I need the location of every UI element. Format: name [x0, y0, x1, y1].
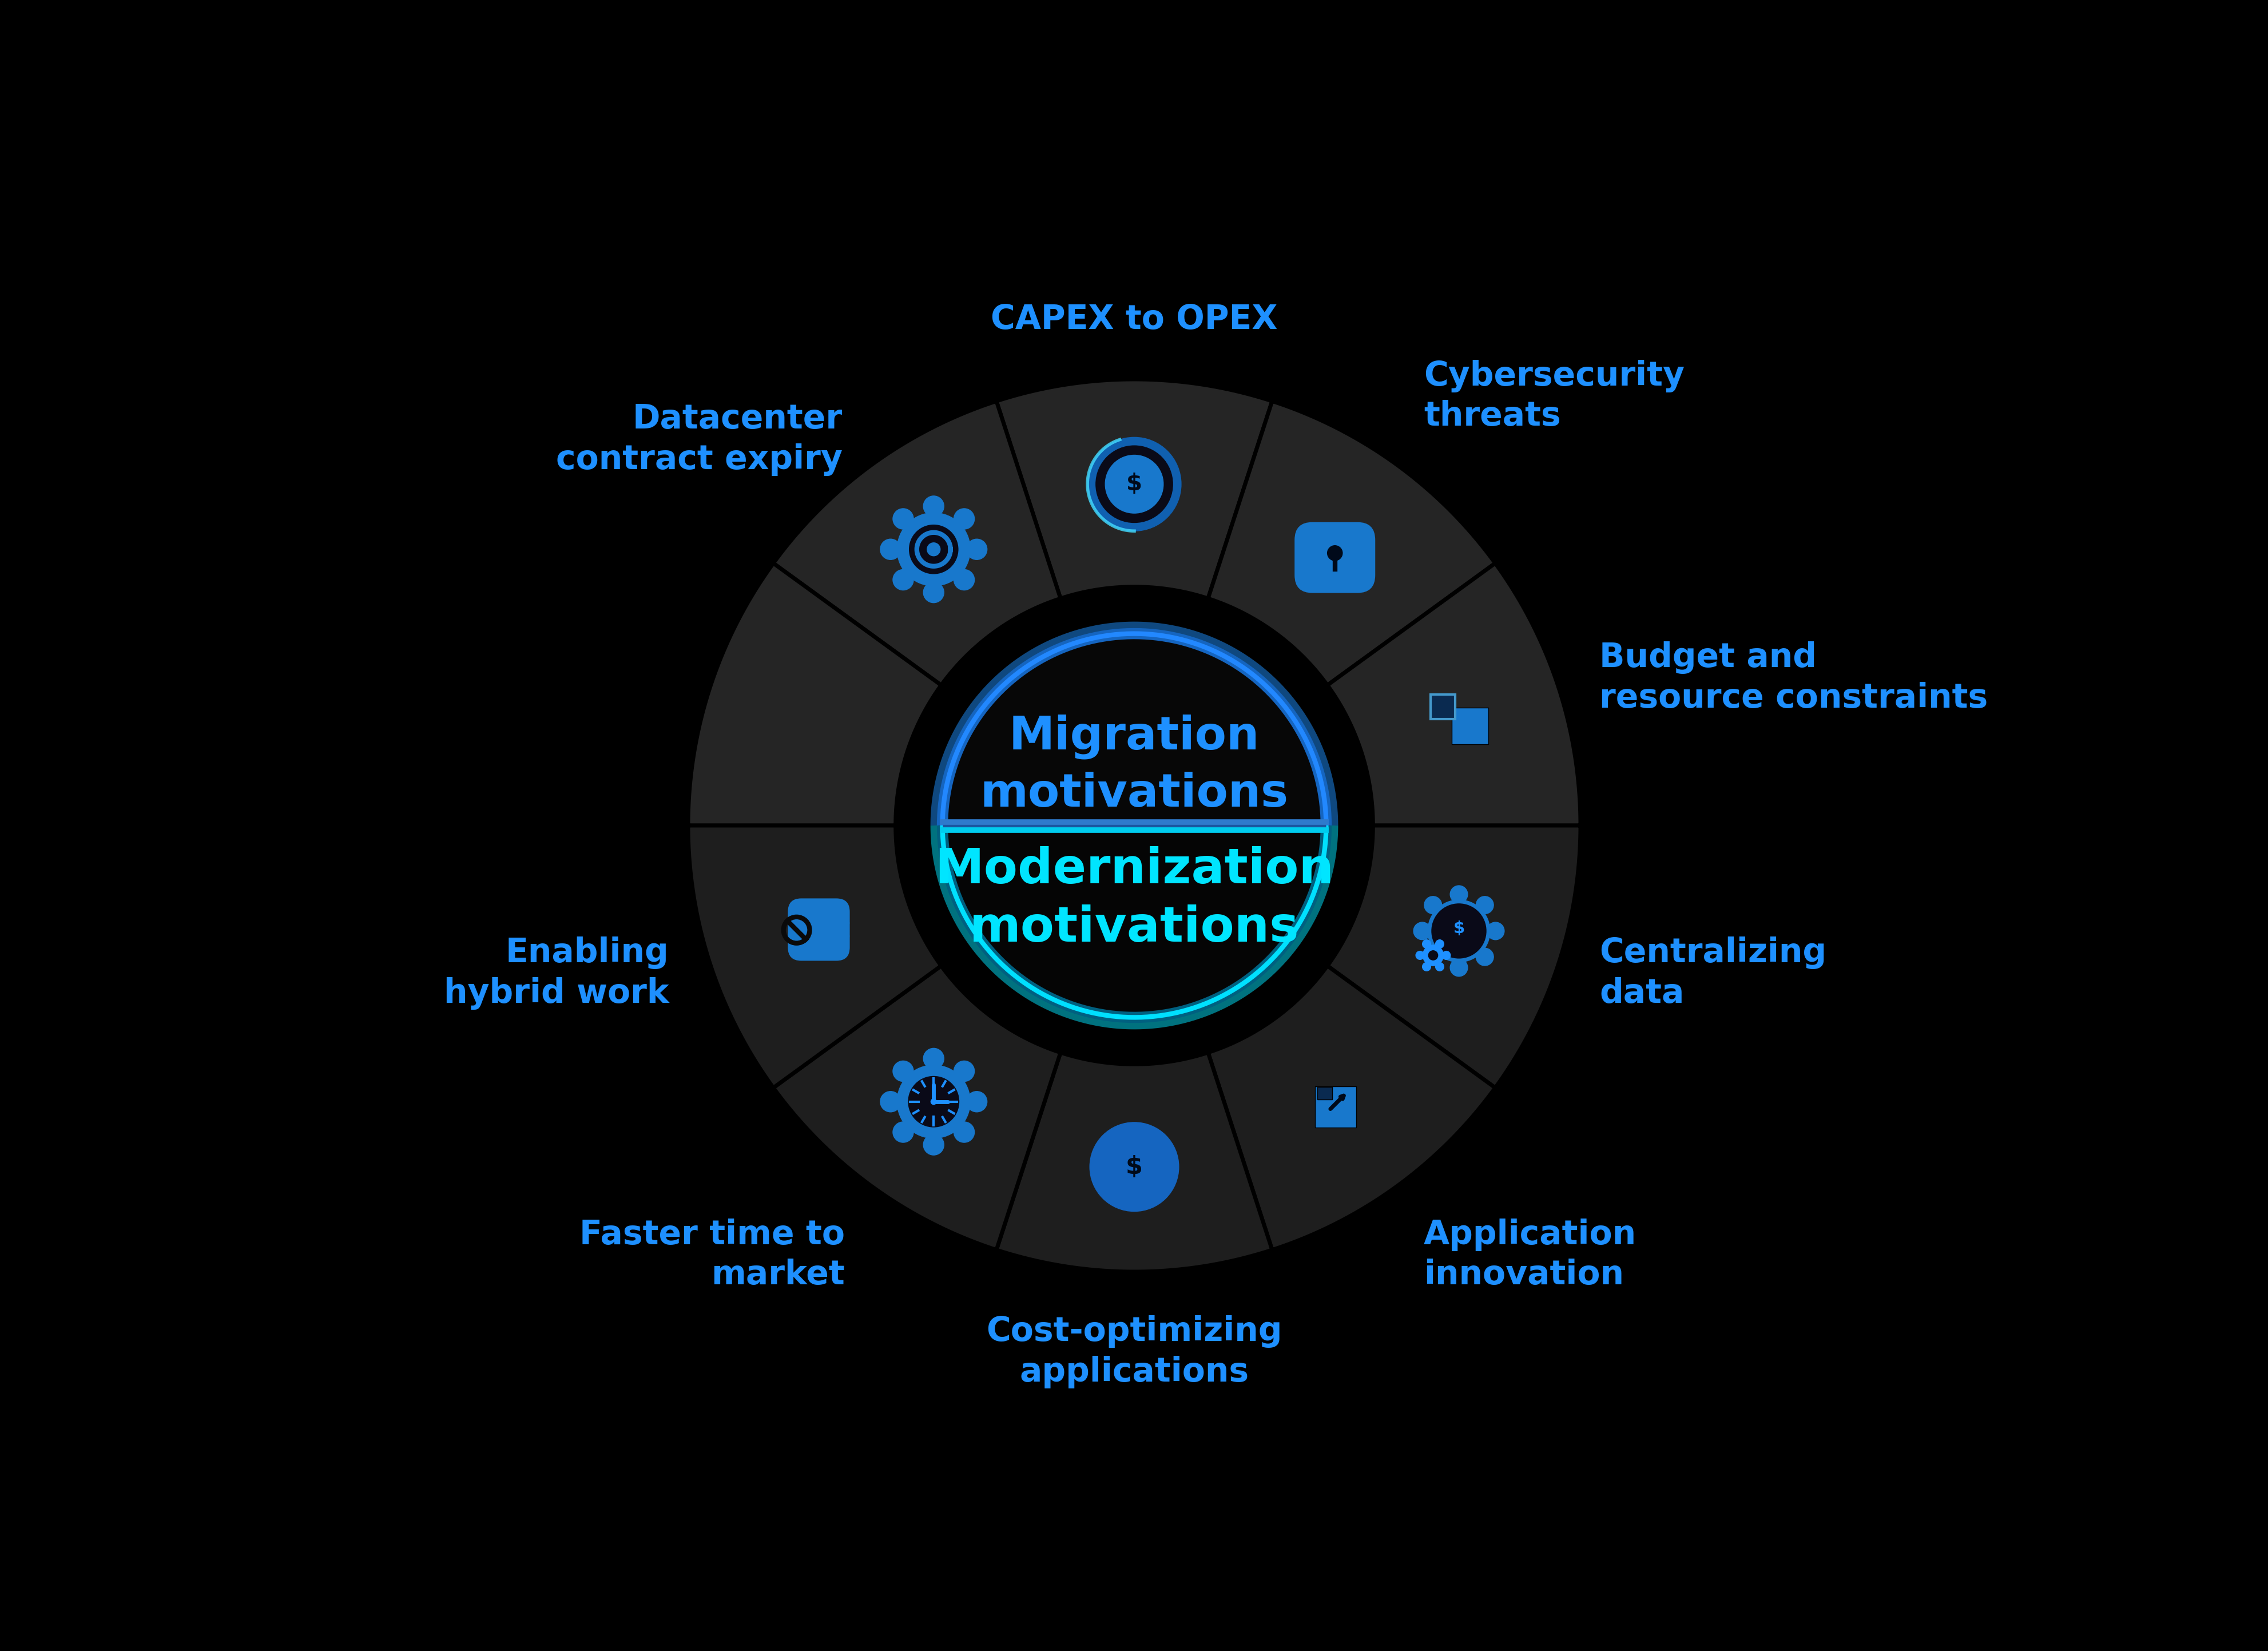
Circle shape	[1105, 456, 1163, 513]
Text: Datacenter
contract expiry: Datacenter contract expiry	[556, 403, 841, 475]
Polygon shape	[773, 966, 1059, 1250]
Circle shape	[953, 570, 975, 589]
Circle shape	[1442, 951, 1449, 959]
Circle shape	[1086, 438, 1182, 532]
Circle shape	[1449, 885, 1467, 903]
FancyBboxPatch shape	[1315, 1086, 1356, 1128]
Polygon shape	[1327, 563, 1581, 826]
Circle shape	[953, 1062, 975, 1081]
Polygon shape	[1209, 401, 1495, 685]
Circle shape	[1476, 896, 1492, 915]
Text: $: $	[1125, 472, 1143, 495]
Circle shape	[1436, 963, 1442, 971]
Circle shape	[923, 495, 943, 517]
Circle shape	[909, 525, 957, 573]
Polygon shape	[1327, 826, 1581, 1088]
FancyBboxPatch shape	[787, 911, 850, 948]
Circle shape	[966, 538, 987, 560]
Polygon shape	[996, 1053, 1272, 1271]
Circle shape	[1449, 959, 1467, 976]
Circle shape	[953, 1121, 975, 1142]
Wedge shape	[941, 826, 1327, 1017]
Circle shape	[930, 1100, 937, 1105]
Text: Modernization
motivations: Modernization motivations	[934, 845, 1334, 953]
Circle shape	[928, 543, 939, 556]
Circle shape	[1429, 951, 1438, 959]
Circle shape	[966, 1091, 987, 1113]
Text: Cost-optimizing
applications: Cost-optimizing applications	[987, 1316, 1281, 1388]
Circle shape	[894, 570, 914, 589]
Circle shape	[1327, 545, 1343, 561]
Polygon shape	[687, 563, 941, 826]
Circle shape	[880, 1091, 900, 1113]
Circle shape	[1427, 900, 1490, 963]
Text: Migration
motivations: Migration motivations	[980, 715, 1288, 816]
Circle shape	[896, 1065, 971, 1138]
Circle shape	[894, 1121, 914, 1142]
FancyBboxPatch shape	[1295, 522, 1374, 593]
Circle shape	[896, 513, 971, 586]
Circle shape	[894, 509, 914, 530]
Circle shape	[939, 631, 1329, 1020]
Circle shape	[1089, 1123, 1179, 1212]
Circle shape	[923, 583, 943, 603]
Wedge shape	[941, 634, 1327, 826]
Circle shape	[1422, 939, 1431, 948]
Text: CAPEX to OPEX: CAPEX to OPEX	[991, 302, 1277, 335]
FancyBboxPatch shape	[1318, 1086, 1331, 1100]
Circle shape	[1424, 896, 1442, 915]
Circle shape	[1436, 939, 1442, 948]
Circle shape	[907, 1076, 959, 1128]
Text: Enabling
hybrid work: Enabling hybrid work	[445, 936, 669, 1009]
Circle shape	[923, 1134, 943, 1156]
Polygon shape	[773, 401, 1059, 685]
Circle shape	[1415, 951, 1424, 959]
Circle shape	[1422, 963, 1431, 971]
Text: Cybersecurity
threats: Cybersecurity threats	[1424, 360, 1685, 433]
Circle shape	[1413, 923, 1431, 939]
Circle shape	[1431, 903, 1486, 958]
Text: Application
innovation: Application innovation	[1424, 1218, 1635, 1291]
Circle shape	[1424, 948, 1442, 966]
Circle shape	[1486, 923, 1504, 939]
Polygon shape	[687, 826, 941, 1088]
Polygon shape	[996, 380, 1272, 598]
Text: Centralizing
data: Centralizing data	[1599, 936, 1826, 1009]
Text: $: $	[1125, 1154, 1143, 1179]
FancyBboxPatch shape	[1452, 708, 1488, 745]
Circle shape	[953, 509, 975, 530]
FancyBboxPatch shape	[787, 898, 850, 934]
Circle shape	[1476, 948, 1492, 966]
Text: Faster time to
market: Faster time to market	[578, 1218, 844, 1291]
Text: $: $	[1454, 921, 1465, 936]
Circle shape	[894, 1062, 914, 1081]
FancyBboxPatch shape	[787, 925, 850, 961]
Circle shape	[880, 538, 900, 560]
FancyBboxPatch shape	[1431, 695, 1454, 720]
Text: Budget and
resource constraints: Budget and resource constraints	[1599, 642, 1987, 715]
Polygon shape	[1209, 966, 1495, 1250]
Circle shape	[1095, 446, 1173, 523]
Circle shape	[1422, 944, 1442, 966]
Circle shape	[923, 1048, 943, 1068]
